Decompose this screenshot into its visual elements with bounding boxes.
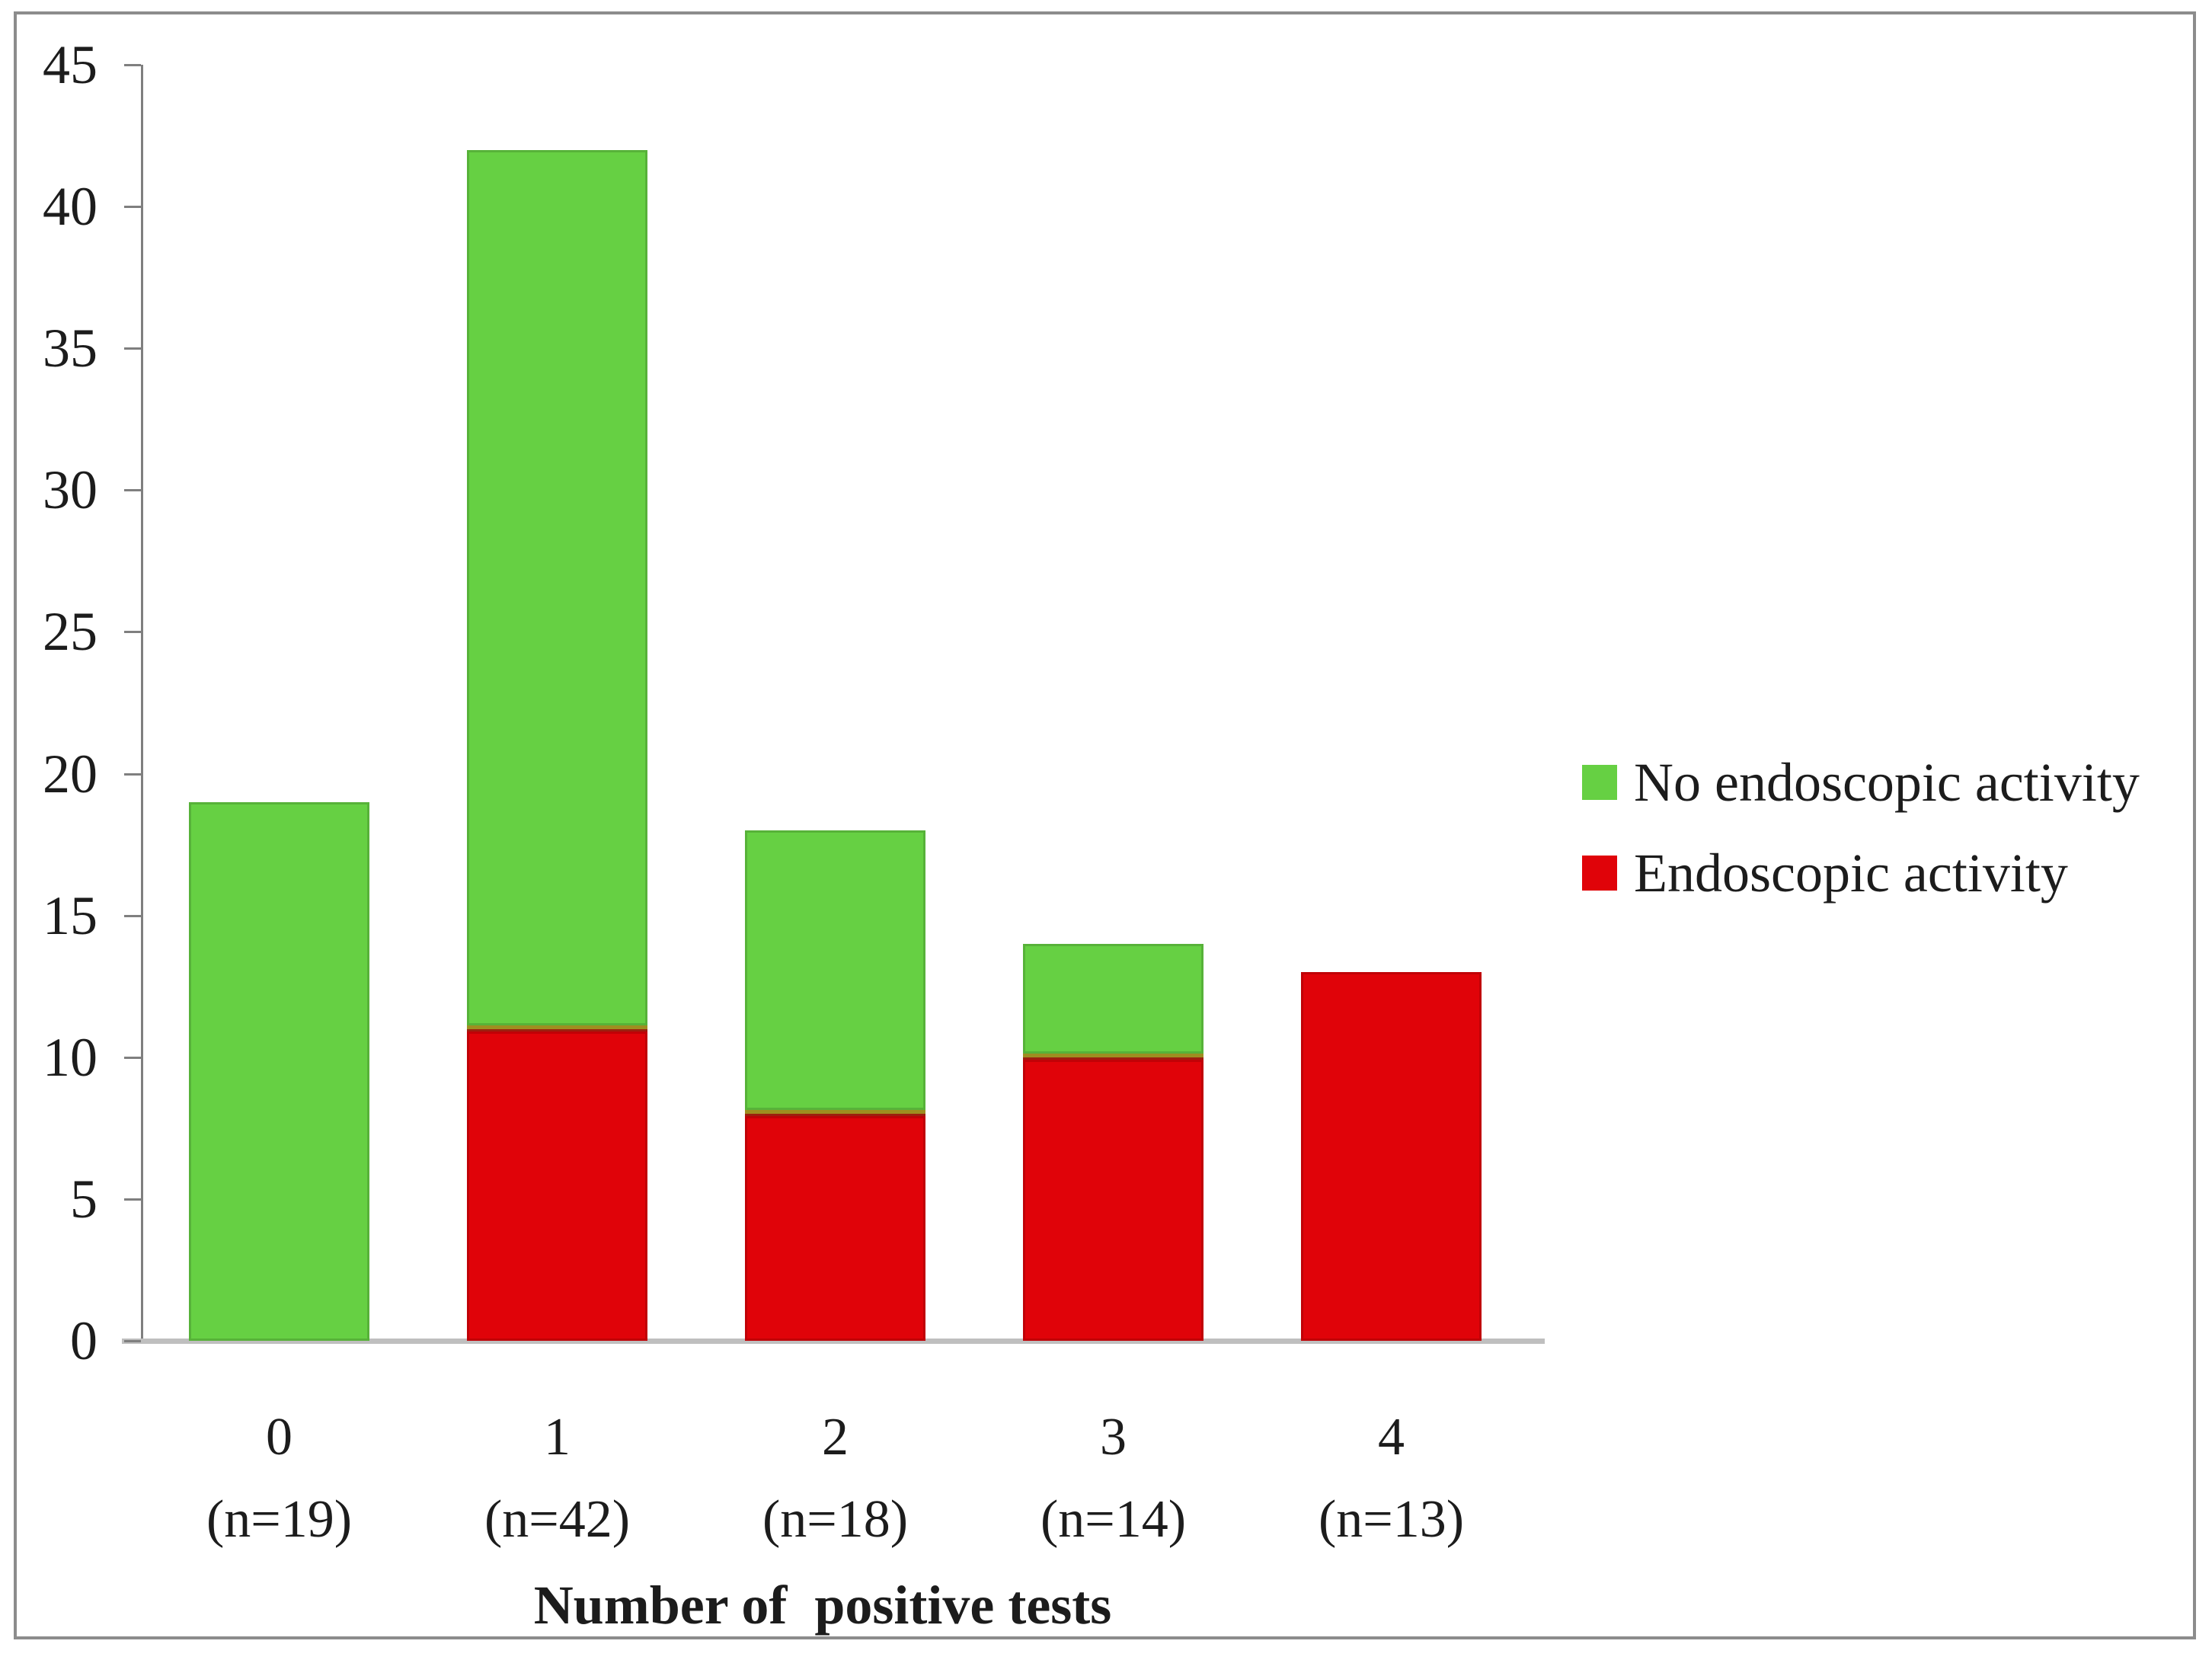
y-axis-tick <box>124 631 141 634</box>
y-axis-tick <box>124 1340 141 1342</box>
legend-label: No endoscopic activity <box>1634 751 2140 813</box>
category-label: 3 <box>1100 1408 1127 1466</box>
category-n-label: (n=19) <box>206 1490 353 1549</box>
figure-border <box>14 11 2196 1639</box>
legend-label: Endoscopic activity <box>1634 842 2068 904</box>
y-axis-tick <box>124 347 141 350</box>
category-n-label: (n=14) <box>1040 1490 1187 1549</box>
y-tick-label: 0 <box>70 1310 97 1371</box>
bar-2-red-segment <box>745 1114 925 1341</box>
category-label: 0 <box>266 1408 292 1466</box>
category-n-label: (n=42) <box>484 1490 631 1549</box>
y-tick-label: 30 <box>43 459 97 521</box>
bar-3-green-segment <box>1023 944 1203 1057</box>
category-n-label: (n=13) <box>1318 1490 1465 1549</box>
x-axis-title: Number of positive tests <box>533 1575 1112 1636</box>
y-tick-label: 45 <box>43 34 97 95</box>
y-axis-tick <box>124 914 141 917</box>
legend-row: No endoscopic activity <box>1582 752 2140 813</box>
bar-2-green-segment <box>745 830 925 1114</box>
bar-0-green-segment <box>189 802 369 1341</box>
y-axis-tick <box>124 206 141 209</box>
category-label: 1 <box>544 1408 571 1466</box>
y-axis-tick <box>124 1198 141 1201</box>
legend-row: Endoscopic activity <box>1582 843 2068 904</box>
bar-3-red-segment <box>1023 1057 1203 1341</box>
category-label: 2 <box>822 1408 849 1466</box>
x-axis-line <box>122 1339 1545 1344</box>
y-tick-label: 25 <box>43 601 97 663</box>
y-axis-line <box>141 65 143 1341</box>
category-n-label: (n=18) <box>762 1490 909 1549</box>
y-axis-tick <box>124 772 141 776</box>
bar-1-red-segment <box>467 1029 647 1341</box>
y-tick-label: 5 <box>70 1168 97 1230</box>
bar-1-green-segment <box>467 150 647 1029</box>
legend-swatch-red <box>1582 856 1617 891</box>
y-tick-label: 40 <box>43 176 97 238</box>
y-tick-label: 35 <box>43 318 97 379</box>
y-axis-tick <box>124 1056 141 1059</box>
category-label: 4 <box>1378 1408 1405 1466</box>
bar-4-red-segment <box>1301 972 1482 1341</box>
y-axis-tick <box>124 64 141 66</box>
y-axis-tick <box>124 489 141 492</box>
y-tick-label: 10 <box>43 1026 97 1088</box>
legend-swatch-green <box>1582 765 1617 800</box>
y-tick-label: 15 <box>43 884 97 946</box>
y-tick-label: 20 <box>43 743 97 804</box>
